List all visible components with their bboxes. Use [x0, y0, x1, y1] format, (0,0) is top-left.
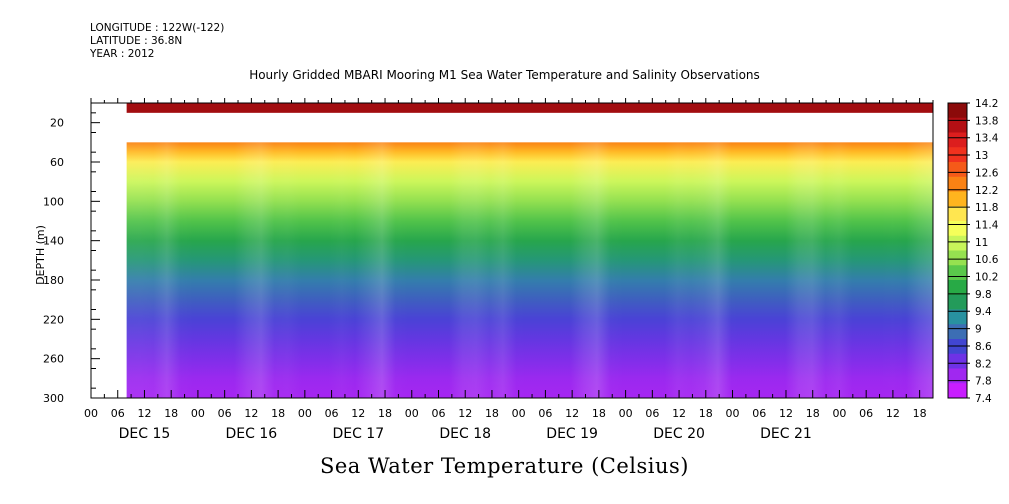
- colorbar-swatch: [948, 280, 967, 296]
- x-day-label: DEC 21: [760, 426, 812, 442]
- colorbar-swatch: [948, 117, 967, 133]
- colorbar-label: 8.6: [975, 341, 992, 353]
- x-hour-label: 00: [405, 407, 419, 420]
- colorbar-label: 7.4: [975, 393, 992, 405]
- colorbar-swatch: [948, 383, 967, 399]
- x-hour-label: 12: [565, 407, 579, 420]
- colorbar-swatch: [948, 132, 967, 148]
- colorbar-label: 13.4: [975, 133, 999, 145]
- x-hour-label: 00: [832, 407, 846, 420]
- x-day-label: DEC 18: [439, 426, 491, 442]
- colorbar-swatch: [948, 265, 967, 281]
- longitude-label: LONGITUDE : 122W(-122): [90, 22, 225, 34]
- colorbar-label: 11: [975, 237, 988, 249]
- x-hour-label: 06: [645, 407, 659, 420]
- colorbar-swatch: [948, 339, 967, 355]
- chart-subtitle: Sea Water Temperature (Celsius): [319, 454, 689, 478]
- x-hour-label: 12: [672, 407, 686, 420]
- x-hour-label: 00: [191, 407, 205, 420]
- x-hour-label: 06: [325, 407, 339, 420]
- chart-title: Hourly Gridded MBARI Mooring M1 Sea Wate…: [249, 68, 760, 82]
- x-hour-label: 12: [458, 407, 472, 420]
- latitude-label: LATITUDE : 36.8N: [90, 35, 183, 47]
- x-hour-label: 18: [913, 407, 927, 420]
- y-tick-label: 260: [43, 353, 64, 366]
- colorbar-label: 12.6: [975, 167, 999, 179]
- colorbar-label: 9.8: [975, 289, 992, 301]
- x-hour-label: 18: [485, 407, 499, 420]
- x-hour-label: 18: [378, 407, 392, 420]
- colorbar-label: 10.2: [975, 272, 998, 284]
- y-tick-label: 60: [50, 156, 64, 169]
- x-hour-label: 18: [592, 407, 606, 420]
- x-hour-label: 18: [271, 407, 285, 420]
- x-hour-label: 06: [752, 407, 766, 420]
- colorbar-label: 11.4: [975, 219, 999, 231]
- x-day-label: DEC 19: [546, 426, 598, 442]
- colorbar-label: 13: [975, 150, 988, 162]
- x-hour-label: 00: [512, 407, 526, 420]
- y-tick-label: 220: [43, 313, 64, 326]
- x-hour-label: 18: [699, 407, 713, 420]
- colorbar-label: 11.8: [975, 202, 998, 214]
- y-tick-label: 140: [43, 235, 64, 248]
- x-hour-label: 00: [84, 407, 98, 420]
- colorbar-swatch: [948, 162, 967, 178]
- colorbar-swatch: [948, 324, 967, 340]
- colorbar-swatch: [948, 206, 967, 222]
- x-hour-label: 12: [886, 407, 900, 420]
- plot-area: [91, 103, 934, 398]
- temperature-variation-overlay: [126, 142, 934, 398]
- y-tick-label: 100: [43, 195, 64, 208]
- x-day-label: DEC 17: [332, 426, 384, 442]
- colorbar-label: 10.6: [975, 254, 999, 266]
- colorbar-legend: 14.2 13.8 13.4 13 12.6 12.2 11.8 11.4 11 10.6 10.2…: [947, 98, 999, 405]
- y-tick-label: 180: [43, 274, 64, 287]
- colorbar-label: 9: [975, 324, 982, 336]
- colorbar-swatch: [948, 294, 967, 310]
- axes: 20 60 100 140 180 220 260 300 00 06 12 18 00 06 12 18 00…: [43, 98, 934, 442]
- x-hour-label: 00: [619, 407, 633, 420]
- x-day-label: DEC 20: [653, 426, 705, 442]
- colorbar-label: 7.8: [975, 376, 992, 388]
- x-hour-label: 12: [779, 407, 793, 420]
- y-axis-label: DEPTH (m): [34, 225, 47, 285]
- colorbar-swatch: [948, 103, 967, 119]
- x-hour-label: 06: [859, 407, 873, 420]
- surface-temperature-band: [126, 103, 934, 113]
- x-hour-label: 06: [218, 407, 232, 420]
- colorbar-label: 14.2: [975, 98, 998, 110]
- x-hour-label: 12: [244, 407, 258, 420]
- y-tick-label: 300: [43, 392, 64, 405]
- x-hour-label: 06: [111, 407, 125, 420]
- x-hour-label: 18: [164, 407, 178, 420]
- year-label: YEAR : 2012: [90, 48, 155, 60]
- colorbar-label: 13.8: [975, 115, 998, 127]
- colorbar-label: 9.4: [975, 306, 992, 318]
- x-hour-label: 00: [726, 407, 740, 420]
- colorbar-swatch: [948, 250, 967, 266]
- x-hour-label: 18: [806, 407, 820, 420]
- colorbar-swatch: [948, 309, 967, 325]
- x-hour-label: 00: [298, 407, 312, 420]
- x-hour-label: 06: [538, 407, 552, 420]
- x-hour-label: 12: [351, 407, 365, 420]
- colorbar-swatch: [948, 235, 967, 251]
- colorbar-label: 8.2: [975, 358, 992, 370]
- colorbar-swatch: [948, 221, 967, 237]
- colorbar-swatch: [948, 176, 967, 192]
- x-hour-label: 06: [431, 407, 445, 420]
- colorbar-swatch: [948, 368, 967, 384]
- colorbar-label: 12.2: [975, 185, 998, 197]
- y-tick-label: 20: [50, 117, 64, 130]
- x-day-label: DEC 15: [119, 426, 171, 442]
- colorbar-swatch: [948, 191, 967, 207]
- x-hour-label: 12: [137, 407, 151, 420]
- colorbar-swatch: [948, 353, 967, 369]
- x-day-label: DEC 16: [226, 426, 278, 442]
